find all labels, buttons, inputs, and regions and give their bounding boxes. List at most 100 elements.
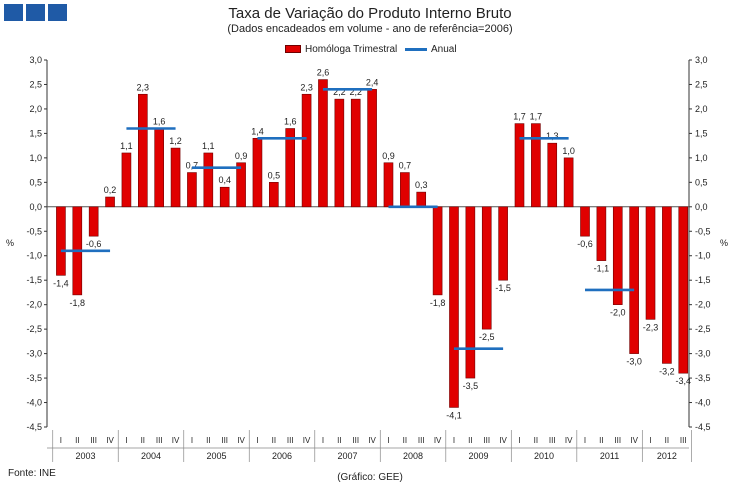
bar [481, 206, 492, 330]
bar [547, 142, 558, 208]
quarter-label: I [256, 436, 258, 445]
legend-bar-label: Homóloga Trimestral [305, 44, 398, 55]
chart-title: Taxa de Variação do Produto Interno Brut… [228, 5, 512, 22]
chart-credit: (Gráfico: GEE) [337, 472, 403, 483]
quarter-label: III [549, 436, 556, 445]
y-tick-label: -1,5 [695, 275, 711, 285]
y-tick-label: -4,0 [26, 398, 42, 408]
y-tick-label: 3,0 [29, 55, 42, 65]
y-tick-label: 3,0 [695, 55, 708, 65]
quarter-label: III [418, 436, 425, 445]
y-tick-label: -3,0 [695, 349, 711, 359]
bar [563, 157, 574, 208]
y-tick-label: 2,5 [29, 79, 42, 89]
bar-data-label: 1,0 [562, 146, 575, 156]
bar [531, 123, 541, 208]
bar [154, 128, 164, 208]
bar-data-label: 1,1 [202, 141, 215, 151]
bar [219, 186, 230, 208]
bar [301, 93, 312, 208]
quarter-label: IV [172, 436, 180, 445]
y-tick-label: 2,5 [695, 79, 708, 89]
bar-data-label: 2,2 [349, 87, 362, 97]
quarter-label: I [191, 436, 193, 445]
bar-data-label: 1,3 [546, 131, 559, 141]
bar [678, 206, 689, 374]
bar-data-label: 1,2 [169, 136, 182, 146]
year-label: 2008 [403, 451, 423, 461]
y-tick-label: 2,0 [695, 104, 708, 114]
bar [269, 182, 279, 208]
bar [88, 206, 99, 237]
bar [203, 152, 214, 208]
y-tick-label: -1,0 [26, 251, 42, 261]
quarter-label: II [141, 436, 145, 445]
bar-data-label: 2,6 [317, 68, 330, 78]
bar [449, 206, 459, 408]
quarter-label: I [322, 436, 324, 445]
year-label: 2005 [206, 451, 226, 461]
quarter-label: I [453, 436, 455, 445]
year-label: 2011 [600, 451, 619, 461]
bar-data-label: -2,3 [643, 322, 659, 332]
bar [629, 206, 639, 354]
bar-data-label: -1,1 [594, 264, 610, 274]
bar-data-label: 1,1 [120, 141, 133, 151]
bar-data-label: -2,5 [479, 332, 495, 342]
bar [498, 206, 508, 281]
bar-data-label: -2,0 [610, 308, 626, 318]
quarter-label: III [221, 436, 228, 445]
quarter-label: III [483, 436, 490, 445]
bar [56, 206, 66, 276]
y-tick-label: -0,5 [26, 226, 42, 236]
y-tick-label: 1,5 [695, 128, 708, 138]
bar [465, 206, 476, 379]
y-tick-label: 0,0 [695, 202, 708, 212]
quarter-label: IV [303, 436, 311, 445]
y-tick-label: 0,5 [695, 177, 708, 187]
y-tick-label: -1,5 [26, 275, 42, 285]
year-label: 2003 [75, 451, 95, 461]
bar [121, 152, 132, 208]
quarter-label: III [680, 436, 687, 445]
quarter-label: II [599, 436, 603, 445]
bar [416, 191, 427, 208]
bar-data-label: 2,2 [333, 87, 346, 97]
quarter-label: II [665, 436, 669, 445]
logo-block [4, 4, 23, 21]
quarter-label: I [584, 436, 586, 445]
bar-data-label: 0,3 [415, 180, 428, 190]
bar-data-label: 0,9 [235, 151, 248, 161]
legend-line-label: Anual [431, 44, 457, 55]
bar [285, 128, 296, 208]
bar-data-label: 0,4 [218, 175, 231, 185]
bar-data-label: 0,2 [104, 185, 117, 195]
y-tick-label: 0,5 [29, 177, 42, 187]
source-note: Fonte: INE [8, 468, 56, 479]
bar [236, 162, 246, 208]
bar-data-label: 2,4 [366, 77, 379, 87]
logo-block [48, 4, 67, 21]
quarter-label: III [287, 436, 294, 445]
bar [105, 196, 115, 208]
quarter-label: I [60, 436, 62, 445]
year-label: 2004 [141, 451, 161, 461]
bar-data-label: -1,5 [495, 283, 511, 293]
bar [170, 147, 181, 208]
y-tick-label: -3,5 [695, 373, 711, 383]
year-label: 2009 [469, 451, 489, 461]
bar [252, 137, 263, 208]
y-tick-label: -4,5 [695, 422, 711, 432]
quarter-label: II [272, 436, 276, 445]
y-tick-label: -0,5 [695, 226, 711, 236]
quarter-label: II [206, 436, 210, 445]
quarter-label: III [90, 436, 97, 445]
bar-data-label: 1,7 [530, 112, 543, 122]
quarter-label: II [468, 436, 472, 445]
bar [662, 206, 672, 364]
year-label: 2010 [534, 451, 554, 461]
quarter-label: I [649, 436, 651, 445]
quarter-label: I [387, 436, 389, 445]
bar-data-label: -1,8 [70, 298, 86, 308]
bar [383, 162, 394, 208]
